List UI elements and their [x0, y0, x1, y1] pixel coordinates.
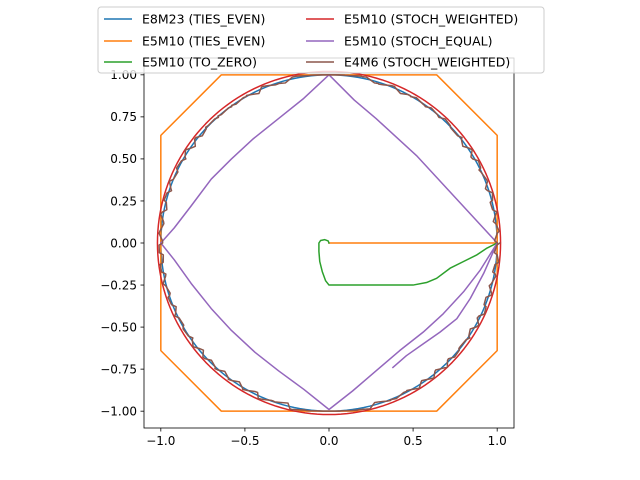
legend: E8M23 (TIES_EVEN) E5M10 (TIES_EVEN) E5M10 …	[97, 6, 545, 74]
x-tick-label: −0.5	[230, 434, 259, 448]
series-line-6	[158, 74, 501, 412]
legend-box	[97, 6, 545, 74]
y-tick-label: −0.75	[100, 362, 137, 376]
series-layer	[156, 70, 502, 416]
legend-label: E5M10 (TO_ZERO)	[142, 55, 257, 70]
y-tick-label: 0.25	[110, 194, 137, 208]
legend-label: E5M10 (STOCH_EQUAL)	[344, 34, 492, 49]
y-tick-label: −0.50	[100, 320, 137, 334]
series-line-3	[318, 238, 499, 286]
y-tick-label: −0.25	[100, 278, 137, 292]
series-line-2	[160, 74, 498, 412]
x-tick-label: 0.0	[319, 434, 338, 448]
y-tick-label: 0.75	[110, 110, 137, 124]
x-tick-label: −1.0	[146, 434, 175, 448]
legend-label: E8M23 (TIES_EVEN)	[142, 12, 265, 27]
legend-label: E5M10 (STOCH_WEIGHTED)	[344, 12, 518, 27]
x-axis: −1.0 −0.5 0.0 0.5 1.0	[146, 428, 507, 448]
legend-label: E4M6 (STOCH_WEIGHTED)	[344, 55, 510, 70]
legend-label: E5M10 (TIES_EVEN)	[142, 34, 265, 49]
series-line-4	[156, 70, 502, 416]
x-tick-label: 0.5	[404, 434, 423, 448]
y-tick-label: 0.50	[110, 152, 137, 166]
y-tick-label: −1.00	[100, 404, 137, 418]
x-tick-label: 1.0	[488, 434, 507, 448]
series-line-5	[160, 74, 499, 411]
y-tick-label: 0.00	[110, 236, 137, 250]
